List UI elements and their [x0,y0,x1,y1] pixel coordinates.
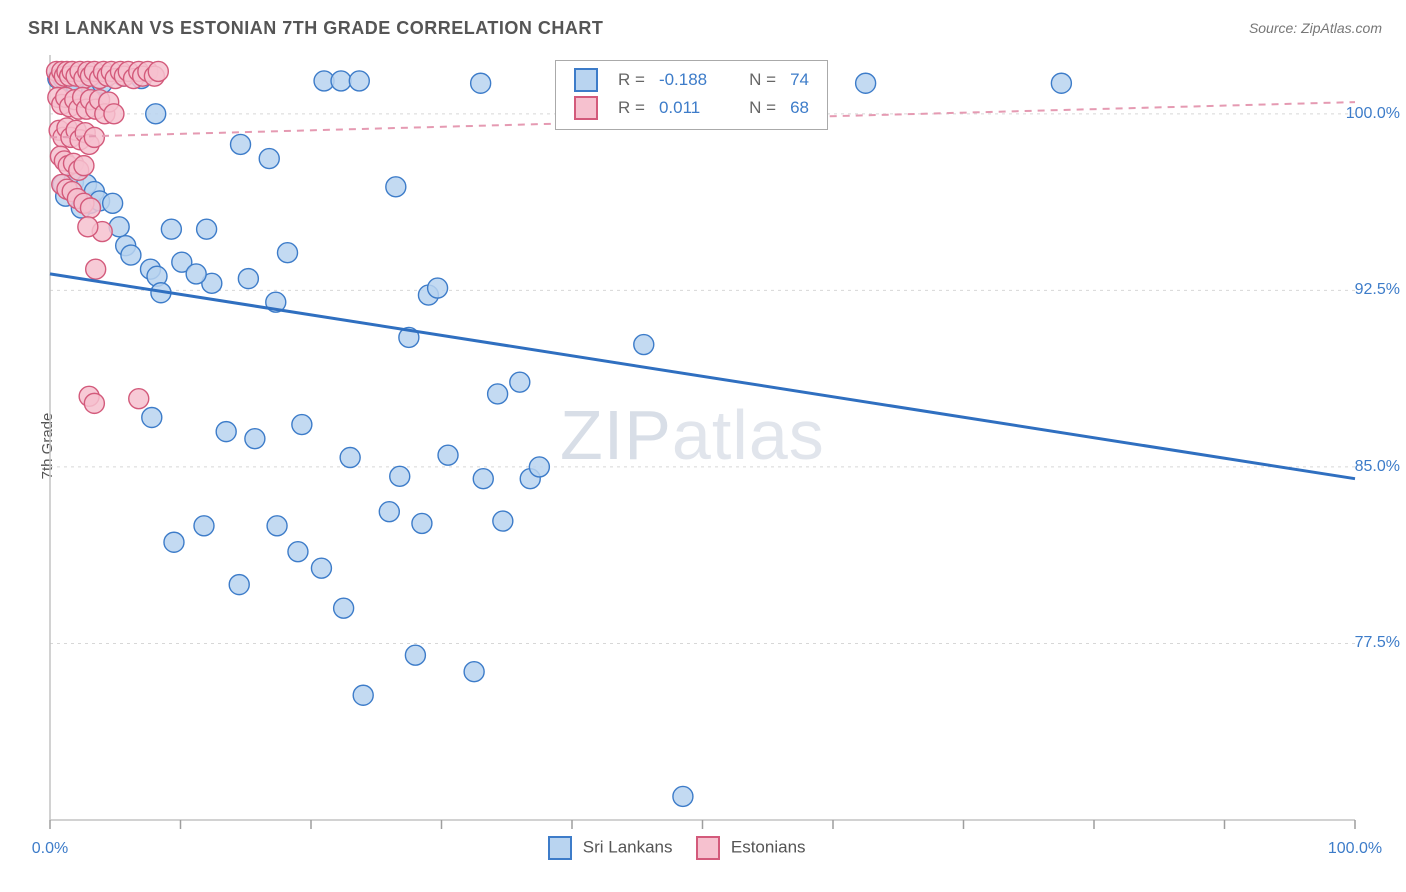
r-label: R = [612,95,651,121]
r-value-estonian: 0.011 [653,95,713,121]
legend-label-srilankan: Sri Lankans [583,837,673,856]
x-tick-label: 0.0% [32,840,68,858]
correlation-scatter-chart [0,0,1406,892]
y-tick-label: 77.5% [1355,634,1400,652]
y-tick-label: 85.0% [1355,458,1400,476]
swatch-estonian [574,96,598,120]
swatch-srilankan [574,68,598,92]
n-label: N = [743,67,782,93]
n-value-estonian: 68 [784,95,815,121]
swatch-srilankan [548,836,572,860]
y-tick-label: 92.5% [1355,281,1400,299]
series-legend: Sri Lankans Estonians [548,836,806,860]
r-value-srilankan: -0.188 [653,67,713,93]
stats-legend-row-estonian: R = 0.011 N = 68 [568,95,815,121]
r-label: R = [612,67,651,93]
n-label: N = [743,95,782,121]
stats-legend: R = -0.188 N = 74 R = 0.011 N = 68 [555,60,828,130]
legend-label-estonian: Estonians [731,837,806,856]
n-value-srilankan: 74 [784,67,815,93]
swatch-estonian [696,836,720,860]
y-tick-label: 100.0% [1346,105,1400,123]
x-tick-label: 100.0% [1328,840,1382,858]
stats-legend-row-srilankan: R = -0.188 N = 74 [568,67,815,93]
